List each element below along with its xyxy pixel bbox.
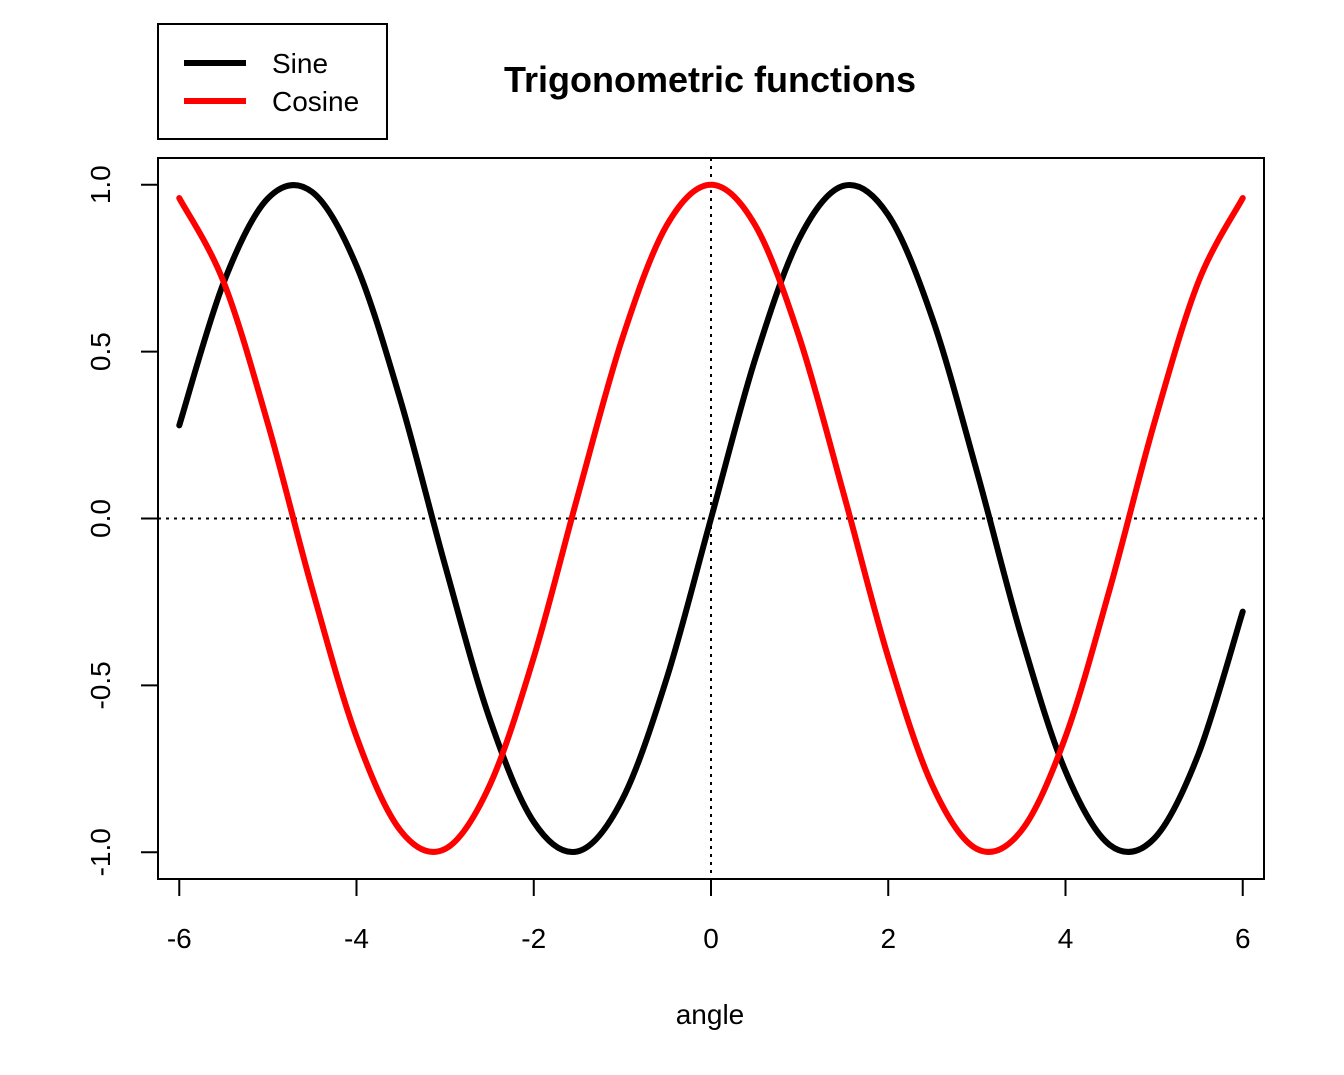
legend: Sine Cosine <box>157 23 388 140</box>
x-tick-label: 2 <box>880 923 896 954</box>
y-tick-label: 0.0 <box>85 499 116 538</box>
x-tick-label: -2 <box>521 923 546 954</box>
x-tick-label: -6 <box>167 923 192 954</box>
x-tick-label: -4 <box>344 923 369 954</box>
series-line-cosine <box>176 181 1246 855</box>
y-axis: -1.0 -0.5 0.0 0.5 1.0 <box>85 165 159 876</box>
x-axis: -6 -4 -2 0 2 4 6 <box>167 878 1251 954</box>
x-tick-label: 4 <box>1058 923 1074 954</box>
chart-title: Trigonometric functions <box>504 59 916 100</box>
series-layer <box>176 181 1246 856</box>
series-line-sine <box>176 181 1246 856</box>
legend-label-sine: Sine <box>272 48 328 79</box>
x-tick-label: 0 <box>703 923 719 954</box>
y-tick-label: 1.0 <box>85 165 116 204</box>
y-tick-label: -0.5 <box>85 661 116 709</box>
x-axis-label: angle <box>676 999 745 1030</box>
x-tick-label: 6 <box>1235 923 1251 954</box>
y-tick-label: -1.0 <box>85 828 116 876</box>
legend-box <box>157 23 388 140</box>
legend-label-cosine: Cosine <box>272 86 359 117</box>
y-tick-label: 0.5 <box>85 332 116 371</box>
